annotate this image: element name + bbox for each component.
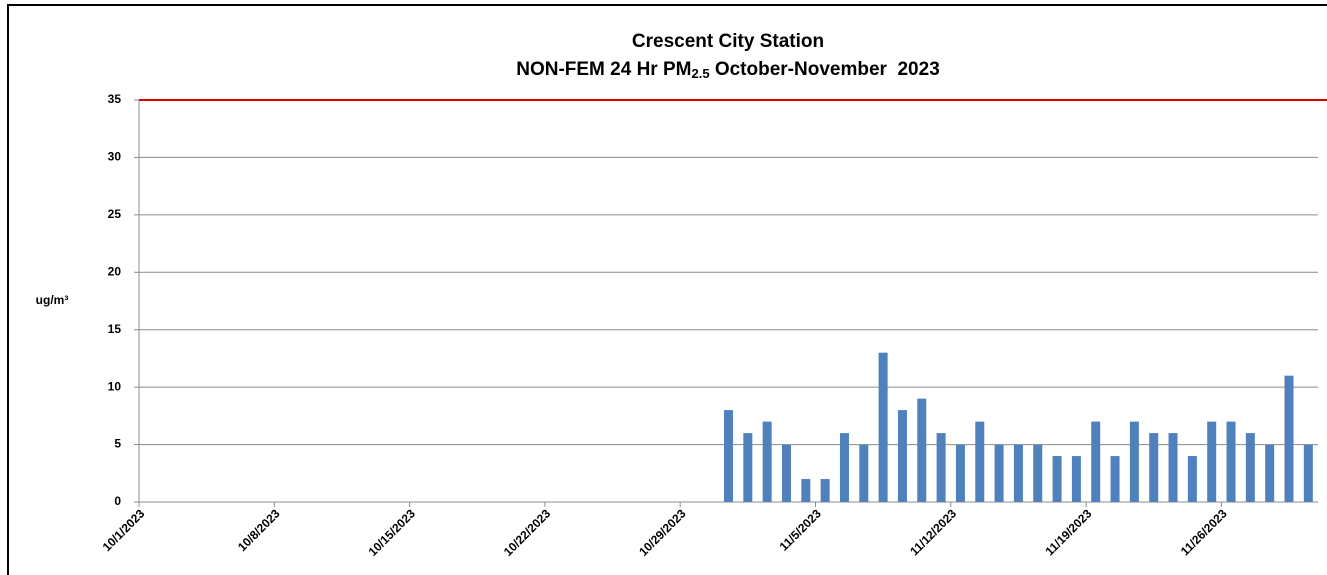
y-tick-label: 30 — [108, 150, 122, 164]
y-axis-label: ug/m³ — [36, 293, 69, 307]
x-tick-label: 10/1/2023 — [100, 506, 148, 554]
bar — [1226, 421, 1236, 502]
bar — [1265, 444, 1275, 502]
bar — [1052, 456, 1062, 502]
bar — [724, 410, 733, 502]
bar — [897, 410, 907, 502]
bar — [936, 433, 946, 502]
chart-subtitle: NON-FEM 24 Hr PM2.5 October-November 202… — [516, 59, 940, 81]
x-tick-label: 11/12/2023 — [907, 506, 959, 558]
chart-title: Crescent City Station — [632, 31, 824, 52]
y-tick-label: 5 — [114, 437, 121, 451]
bar — [859, 444, 869, 502]
bar — [1033, 444, 1043, 502]
y-tick-label: 0 — [114, 494, 121, 508]
bar — [1110, 456, 1120, 502]
y-tick-label: 15 — [108, 322, 122, 336]
x-tick-label: 10/15/2023 — [366, 506, 419, 559]
bar — [878, 352, 888, 502]
y-tick-label: 35 — [108, 92, 122, 106]
bar — [801, 479, 811, 502]
bar — [1207, 421, 1217, 502]
y-tick-label: 10 — [108, 379, 122, 393]
x-tick-label: 10/22/2023 — [501, 506, 554, 559]
bar — [1168, 433, 1178, 502]
bar — [994, 444, 1004, 502]
bar — [955, 444, 965, 502]
frame — [7, 4, 1327, 575]
bar — [839, 433, 849, 502]
x-tick-label: 11/26/2023 — [1178, 506, 1230, 558]
bar — [781, 444, 791, 502]
bar — [743, 433, 753, 502]
x-tick-label: 10/29/2023 — [636, 506, 689, 559]
subtitle-text: October-November 2023 — [710, 59, 940, 80]
y-tick-label: 20 — [108, 264, 122, 278]
bar — [1071, 456, 1081, 502]
subtitle-subscript: 2.5 — [691, 66, 709, 81]
bar — [762, 421, 772, 502]
x-tick-label: 11/19/2023 — [1043, 506, 1095, 558]
x-tick-label: 11/5/2023 — [777, 506, 824, 553]
bar — [820, 479, 830, 502]
bar — [1187, 456, 1197, 502]
bar — [1303, 444, 1313, 502]
y-tick-label: 25 — [108, 207, 122, 221]
bar — [1129, 421, 1139, 502]
subtitle-text: NON-FEM 24 Hr PM — [516, 59, 691, 80]
x-tick-label: 10/8/2023 — [235, 506, 283, 554]
bar — [1245, 433, 1255, 502]
bar — [1013, 444, 1023, 502]
bar — [975, 421, 985, 502]
bar — [1091, 421, 1101, 502]
bar — [1149, 433, 1159, 502]
bar — [917, 398, 927, 502]
bar — [1284, 375, 1294, 502]
